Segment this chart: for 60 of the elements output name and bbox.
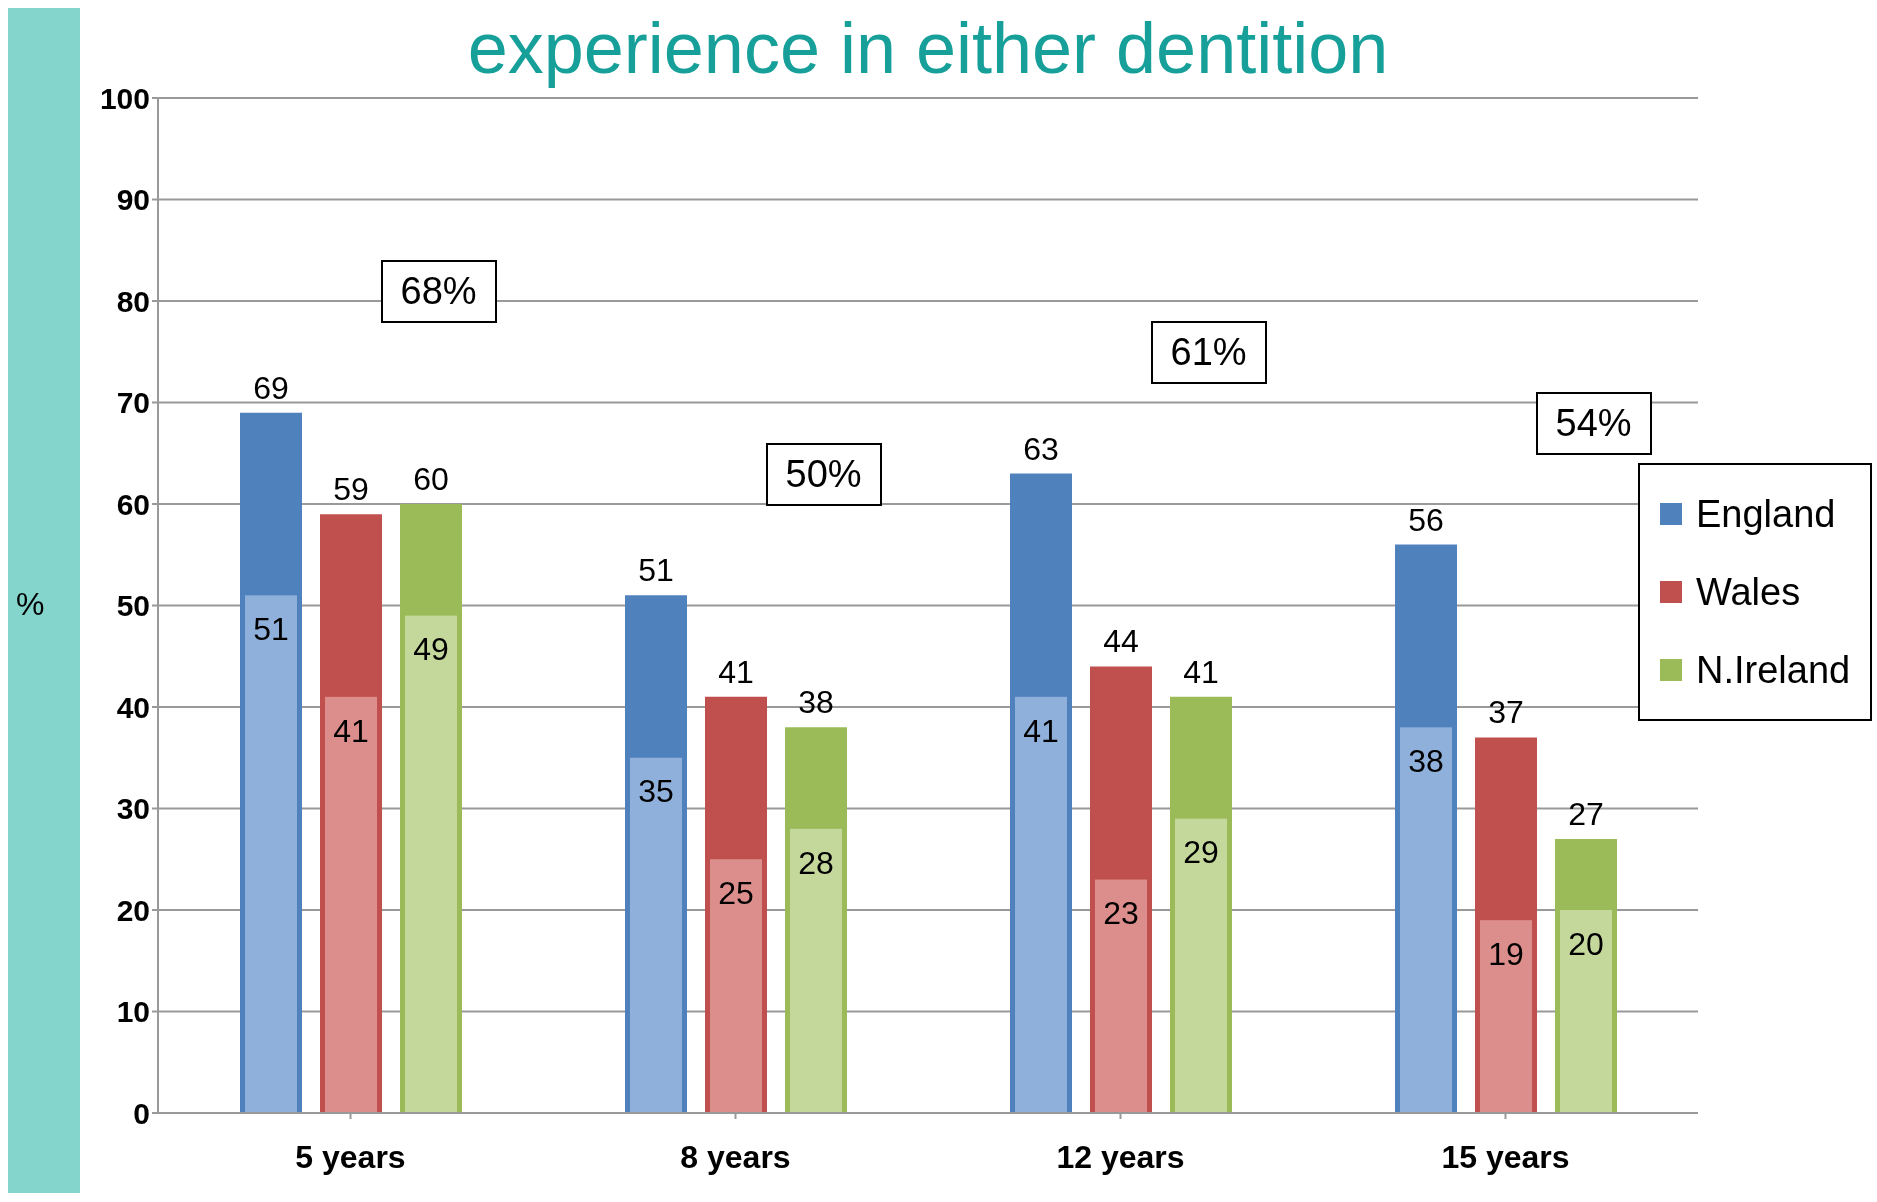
y-tick-label: 50	[116, 589, 150, 623]
x-tick-label: 8 years	[680, 1138, 791, 1175]
bar	[710, 859, 762, 1113]
data-label: 23	[1103, 895, 1139, 932]
data-label: 69	[253, 369, 289, 406]
data-label: 35	[638, 773, 674, 810]
x-tick-label: 5 years	[295, 1138, 406, 1175]
data-label: 38	[798, 684, 834, 721]
data-label: 41	[1183, 653, 1219, 690]
y-tick-label: 10	[116, 995, 150, 1029]
data-label: 63	[1023, 430, 1059, 467]
bar	[1015, 696, 1067, 1113]
y-tick-label: 0	[133, 1096, 150, 1130]
annotation: 50%	[765, 443, 882, 507]
bar	[1400, 727, 1452, 1113]
y-tick-label: 80	[116, 284, 150, 318]
y-tick-label: 30	[116, 792, 150, 826]
chart-title: experience in either dentition	[466, 8, 1390, 88]
data-label: 27	[1568, 795, 1604, 832]
data-label: 41	[1023, 712, 1059, 749]
bar	[405, 615, 457, 1113]
legend-label: Wales	[1696, 570, 1801, 614]
data-label: 37	[1488, 694, 1524, 731]
y-tick-label: 60	[116, 487, 150, 521]
data-label: 56	[1408, 501, 1444, 538]
data-label: 20	[1568, 925, 1604, 962]
bar	[245, 595, 297, 1113]
x-tick-label: 12 years	[1056, 1138, 1185, 1175]
y-axis-title: %	[16, 585, 45, 623]
data-label: 51	[253, 611, 289, 648]
bar	[1175, 818, 1227, 1113]
data-label: 44	[1103, 623, 1139, 660]
data-label: 29	[1183, 834, 1219, 871]
data-label: 60	[413, 461, 449, 497]
annotation: 68%	[380, 260, 497, 324]
data-label: 19	[1488, 935, 1524, 972]
bar	[1560, 910, 1612, 1113]
bar	[1480, 920, 1532, 1113]
data-label: 41	[333, 712, 369, 749]
legend-label: N.Ireland	[1696, 648, 1851, 692]
bar	[1095, 879, 1147, 1113]
data-label: 51	[638, 552, 674, 589]
bar	[630, 757, 682, 1113]
data-label: 59	[333, 471, 369, 508]
x-tick-label: 15 years	[1441, 1138, 1570, 1175]
y-tick-label: 90	[116, 183, 150, 217]
data-label: 49	[413, 631, 449, 668]
data-label: 38	[1408, 743, 1444, 780]
bar	[325, 696, 377, 1113]
y-tick-label: 40	[116, 690, 150, 724]
y-tick-label: 20	[116, 893, 150, 927]
annotation: 61%	[1150, 321, 1267, 385]
y-tick-label: 70	[116, 386, 150, 420]
data-label: 28	[798, 844, 834, 881]
annotation: 54%	[1535, 392, 1652, 456]
legend-label: England	[1696, 492, 1836, 536]
bar	[790, 828, 842, 1113]
data-label: 41	[718, 653, 754, 690]
data-label: 25	[718, 874, 754, 911]
y-tick-label: 100	[99, 81, 150, 115]
